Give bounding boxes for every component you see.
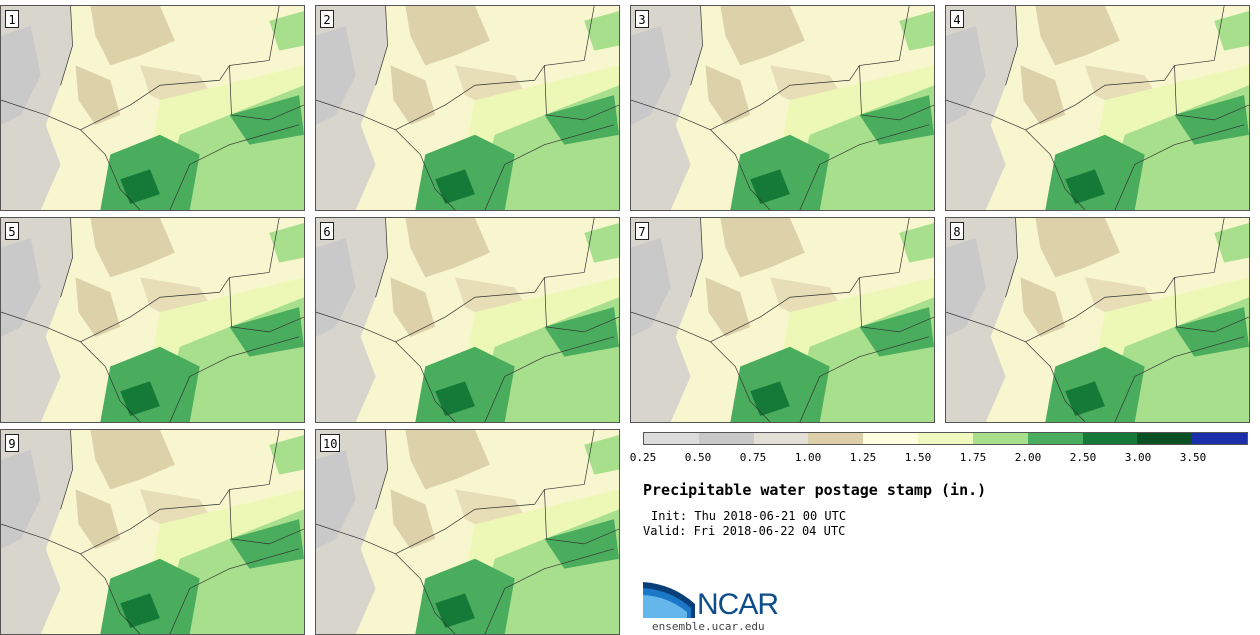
colorbar-tick-label: 2.50	[1069, 451, 1097, 464]
member-number-label: 5	[5, 222, 19, 240]
member-number-label: 3	[635, 10, 649, 28]
colorbar-segment	[1137, 433, 1193, 444]
colorbar-tick-label: 3.00	[1124, 451, 1152, 464]
website-url: ensemble.ucar.edu	[652, 620, 765, 633]
map-panel: 3	[630, 5, 935, 211]
precipitable-water-map	[1, 430, 304, 634]
member-number-label: 1	[5, 10, 19, 28]
map-panel: 6	[315, 217, 620, 423]
figure-title: Precipitable water postage stamp (in.)	[643, 481, 987, 499]
colorbar-tick-label: 0.50	[684, 451, 712, 464]
colorbar-tick-label: 1.50	[904, 451, 932, 464]
colorbar-segment	[1082, 433, 1138, 444]
precipitable-water-map	[1, 218, 304, 422]
map-panel: 8	[945, 217, 1250, 423]
precipitable-water-map	[316, 6, 619, 210]
init-time: Init: Thu 2018-06-21 00 UTC	[651, 509, 847, 523]
ncar-logo-icon	[643, 582, 695, 618]
colorbar-tick-label: 2.00	[1014, 451, 1042, 464]
ncar-logo-text: NCAR	[697, 588, 779, 621]
map-panel: 7	[630, 217, 935, 423]
colorbar-tick-label: 3.50	[1179, 451, 1207, 464]
precipitable-water-map	[946, 6, 1249, 210]
member-number-label: 7	[635, 222, 649, 240]
map-panel: 10	[315, 429, 620, 635]
member-number-label: 6	[320, 222, 334, 240]
precipitable-water-map	[631, 6, 934, 210]
colorbar-tick-label: 1.25	[849, 451, 877, 464]
precipitable-water-map	[316, 218, 619, 422]
colorbar-tick-label: 0.75	[739, 451, 767, 464]
precipitable-water-map	[316, 430, 619, 634]
member-number-label: 8	[950, 222, 964, 240]
colorbar	[643, 432, 1248, 445]
valid-time: Valid: Fri 2018-06-22 04 UTC	[643, 524, 846, 538]
member-number-label: 2	[320, 10, 334, 28]
map-panel: 9	[0, 429, 305, 635]
colorbar-tick-labels: 0.25 0.50 0.75 1.00 1.25 1.50 1.75 2.00 2.50 3.00…	[630, 451, 1250, 467]
colorbar-segment	[753, 433, 809, 444]
map-panel: 5	[0, 217, 305, 423]
map-panel: 2	[315, 5, 620, 211]
colorbar-segment	[972, 433, 1028, 444]
precipitable-water-map	[631, 218, 934, 422]
colorbar-segment	[644, 433, 699, 444]
member-number-label: 10	[320, 434, 341, 452]
colorbar-segment	[863, 433, 919, 444]
precipitable-water-map	[1, 6, 304, 210]
member-number-label: 4	[950, 10, 964, 28]
precipitable-water-map	[946, 218, 1249, 422]
colorbar-tick-label: 1.00	[794, 451, 822, 464]
colorbar-segment	[1192, 433, 1247, 444]
colorbar-tick-label: 1.75	[959, 451, 987, 464]
colorbar-segment	[1027, 433, 1083, 444]
colorbar-segment	[918, 433, 973, 444]
map-panel: 1	[0, 5, 305, 211]
colorbar-tick-label: 0.25	[629, 451, 657, 464]
member-number-label: 9	[5, 434, 19, 452]
colorbar-segment	[808, 433, 864, 444]
colorbar-segment	[698, 433, 754, 444]
map-panel: 4	[945, 5, 1250, 211]
